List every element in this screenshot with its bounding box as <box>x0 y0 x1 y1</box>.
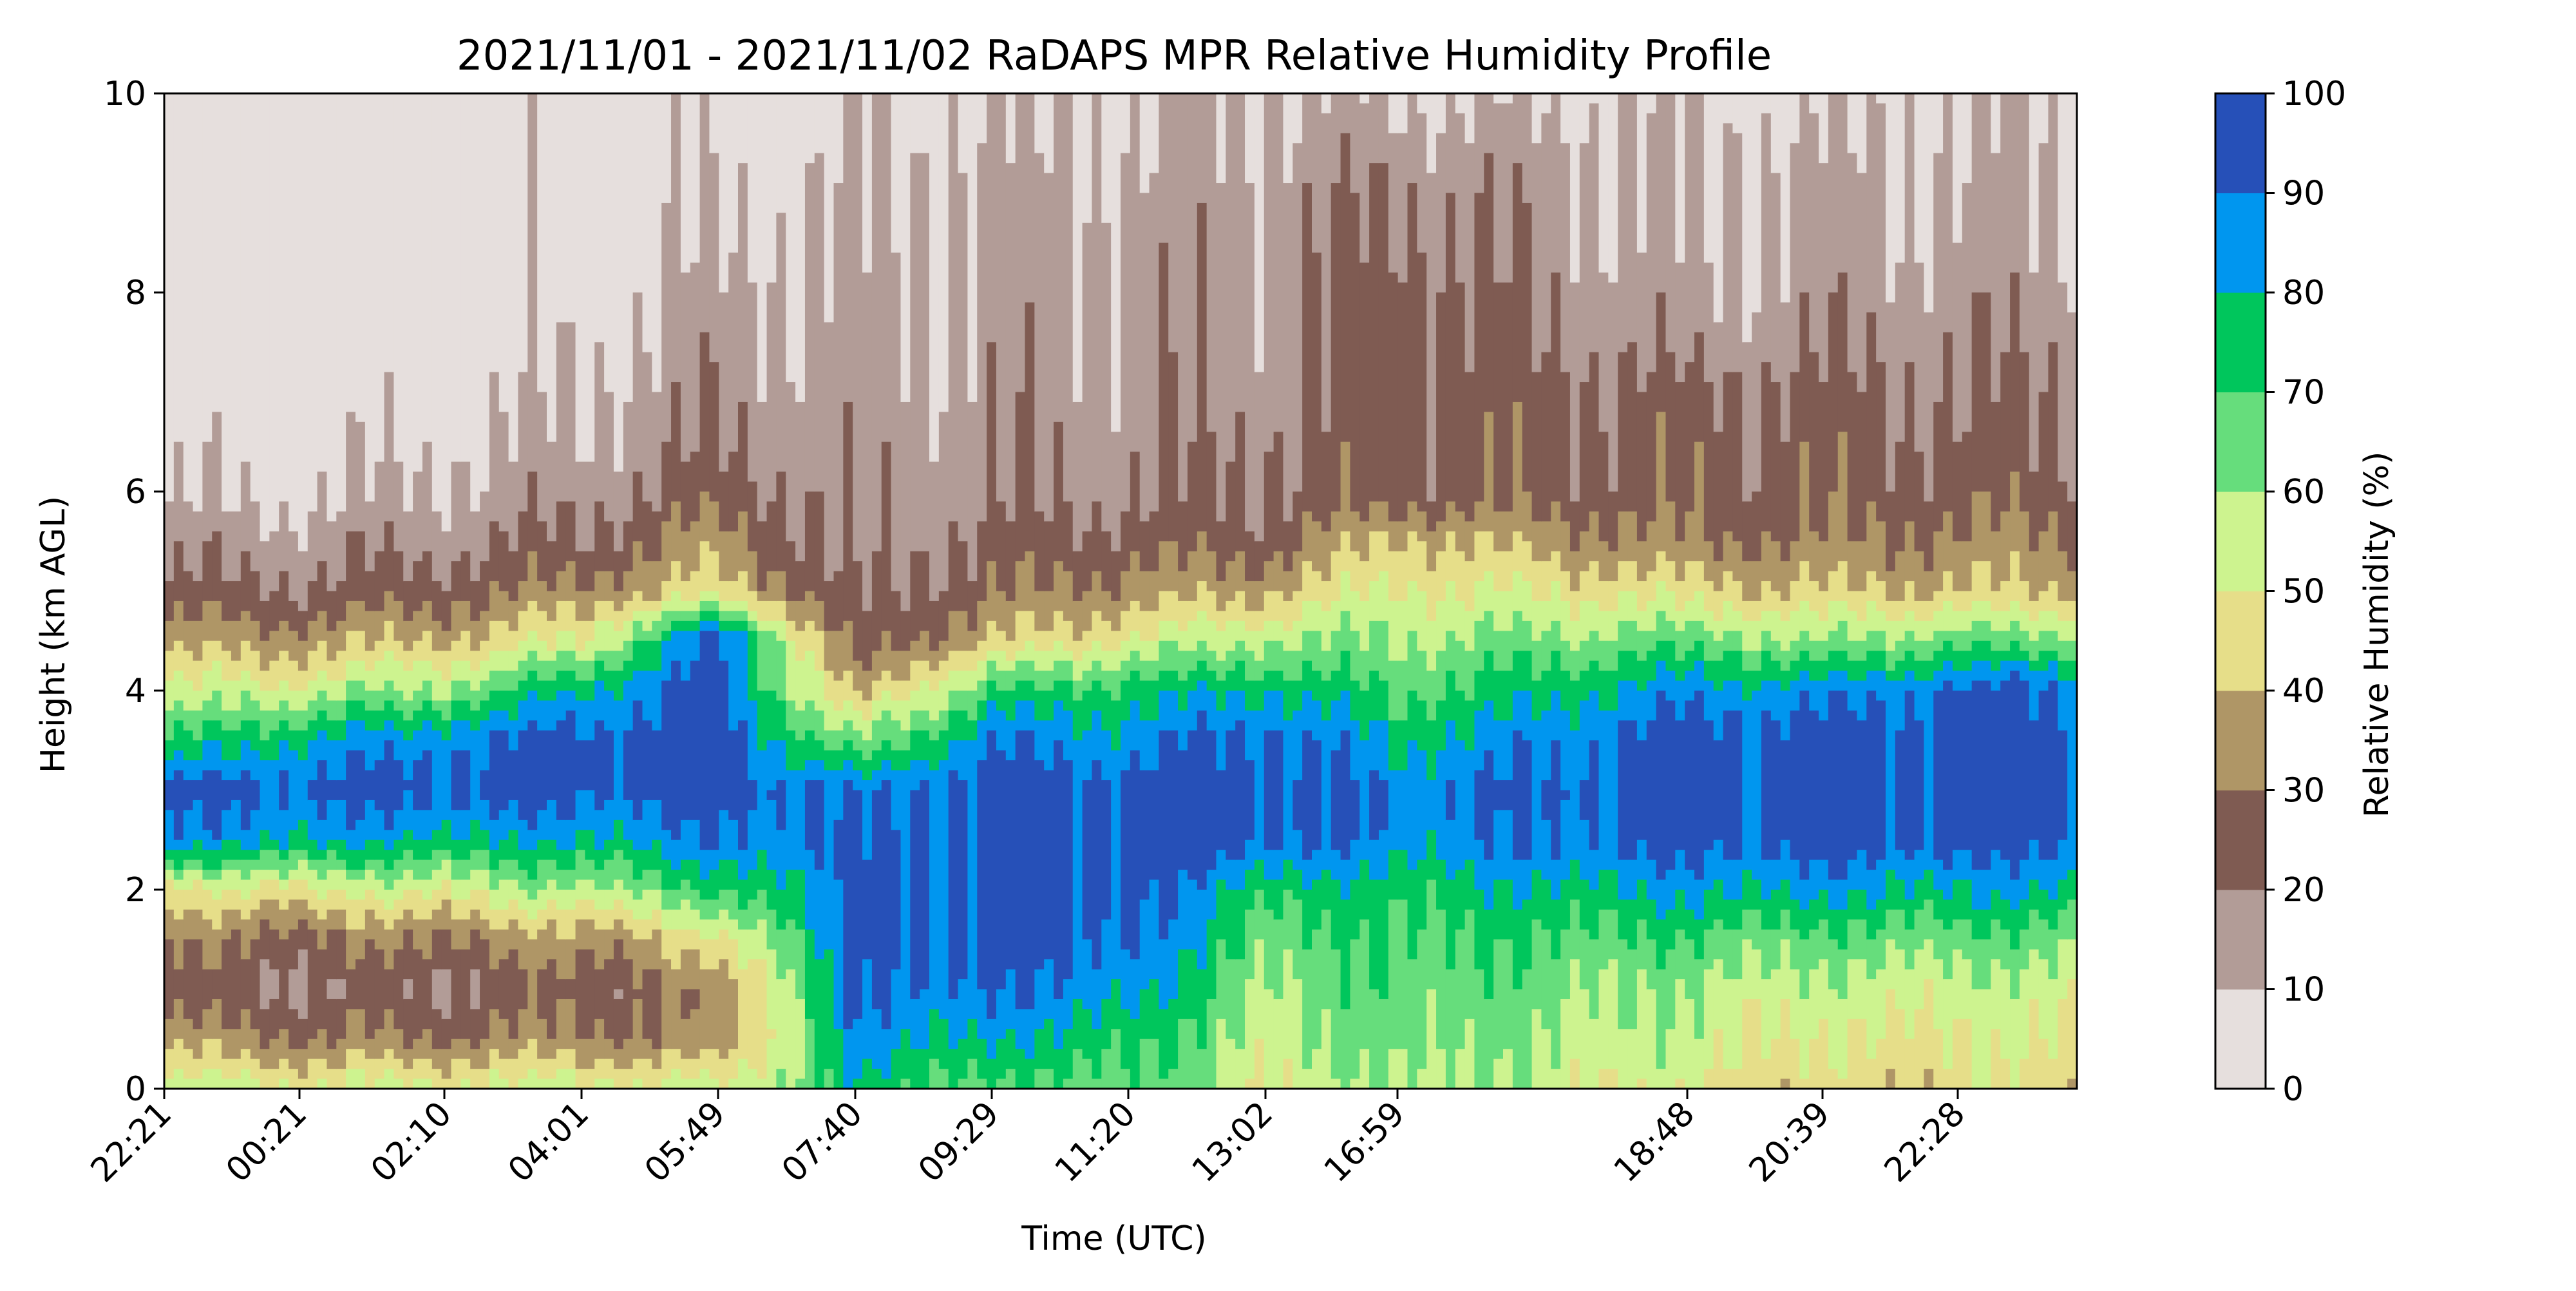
y-axis: 0 2 4 6 8 10 <box>104 75 164 1109</box>
colorbar-tick-label: 40 <box>2282 672 2325 711</box>
x-axis: 22:21 00:21 02:10 04:01 05:49 07:40 09:29 11:20… <box>84 1089 1973 1190</box>
colorbar-tick-label: 0 <box>2282 1070 2304 1109</box>
colorbar-segment <box>2215 790 2266 890</box>
colorbar-tick-label: 80 <box>2282 274 2325 312</box>
colorbar-segment <box>2215 492 2266 591</box>
x-tick-label: 02:10 <box>364 1095 459 1190</box>
x-tick-label: 00:21 <box>219 1095 314 1190</box>
x-tick-label: 18:48 <box>1607 1095 1702 1190</box>
x-tick-label: 07:40 <box>775 1095 870 1190</box>
x-tick-label: 20:39 <box>1742 1095 1837 1190</box>
plot-frame <box>163 92 2078 1090</box>
x-axis-label: Time (UTC) <box>1021 1219 1206 1258</box>
colorbar-tick-label: 60 <box>2282 473 2325 512</box>
colorbar-tick-label: 20 <box>2282 871 2325 910</box>
x-tick-label: 22:21 <box>84 1095 179 1190</box>
colorbar-segment <box>2215 890 2266 990</box>
colorbar-tick-label: 90 <box>2282 175 2325 213</box>
colorbar-segment <box>2215 591 2266 691</box>
contour-plot-area <box>163 92 2078 1090</box>
x-tick-label: 09:29 <box>911 1095 1007 1190</box>
y-tick-label: 2 <box>125 871 146 910</box>
colorbar-segment <box>2215 691 2266 790</box>
y-tick-label: 4 <box>125 672 146 711</box>
colorbar: 0 10 20 30 40 50 60 70 80 90 100 <box>2214 75 2346 1109</box>
y-tick-label: 6 <box>125 473 146 512</box>
colorbar-tick-label: 50 <box>2282 573 2325 611</box>
x-tick-label: 05:49 <box>638 1095 733 1190</box>
colorbar-label: Relative Humidity (%) <box>2358 452 2396 818</box>
colorbar-segment <box>2215 93 2266 193</box>
y-axis-label: Height (km AGL) <box>34 496 73 773</box>
humidity-contour-field <box>164 93 2078 1089</box>
y-tick-label: 10 <box>104 75 146 113</box>
x-tick-label: 13:02 <box>1185 1095 1280 1190</box>
colorbar-tick-label: 30 <box>2282 772 2325 810</box>
y-tick-label: 8 <box>125 274 146 312</box>
colorbar-segment <box>2215 392 2266 492</box>
colorbar-segment <box>2215 292 2266 392</box>
colorbar-segment <box>2215 989 2266 1089</box>
chart-title: 2021/11/01 - 2021/11/02 RaDAPS MPR Relat… <box>457 32 1772 80</box>
x-tick-label: 22:28 <box>1877 1095 1973 1190</box>
x-tick-label: 04:01 <box>501 1095 596 1190</box>
colorbar-tick-label: 10 <box>2282 971 2325 1009</box>
x-tick-label: 11:20 <box>1048 1095 1143 1190</box>
colorbar-segment <box>2215 193 2266 293</box>
x-tick-label: 16:59 <box>1317 1095 1412 1190</box>
y-tick-label: 0 <box>125 1070 146 1109</box>
colorbar-tick-label: 70 <box>2282 374 2325 412</box>
colorbar-tick-label: 100 <box>2282 75 2346 113</box>
